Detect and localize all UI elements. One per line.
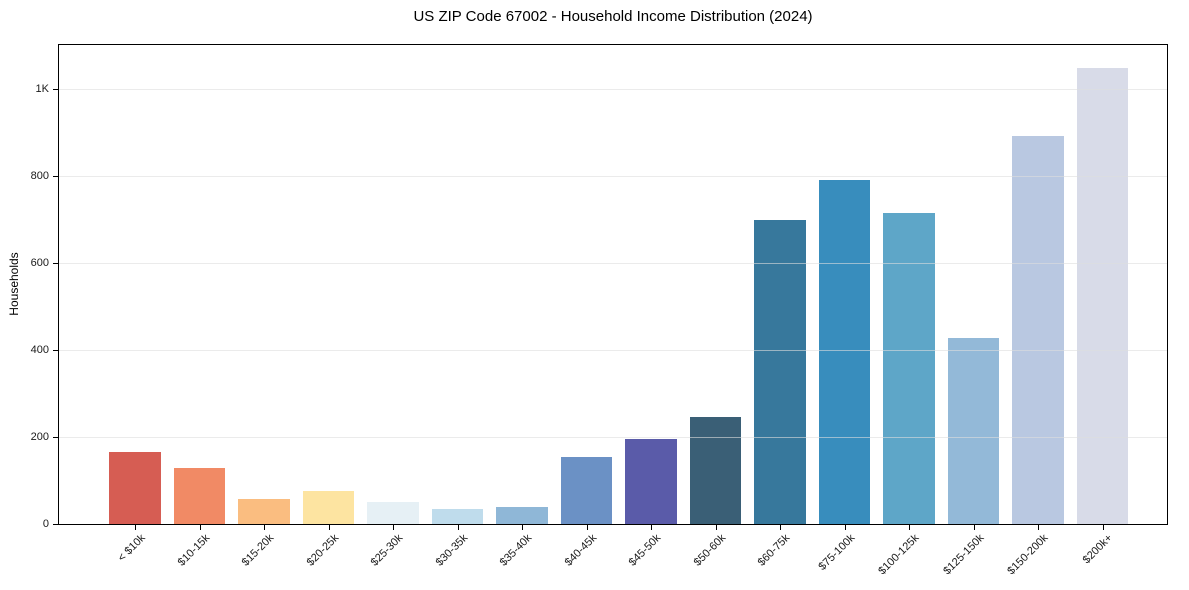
x-tick — [715, 525, 717, 530]
x-tick — [328, 525, 330, 530]
y-tick-label: 0 — [42, 518, 49, 530]
x-tick-label: $200k+ — [1080, 532, 1115, 567]
x-tick-label: $150-200k — [1005, 532, 1051, 578]
y-tick — [53, 350, 58, 352]
x-tick — [1102, 525, 1104, 530]
x-tick — [651, 525, 652, 530]
gridline-1K — [59, 89, 1167, 91]
y-tick — [53, 437, 58, 439]
x-tick-label: $60-75k — [755, 532, 793, 569]
x-tick — [522, 525, 523, 530]
x-tick-label: $10-15k — [175, 532, 212, 569]
y-tick — [53, 524, 58, 525]
y-tick-label: 800 — [30, 170, 49, 183]
bar-$125-150k — [947, 337, 1000, 524]
bar-$60-75k — [754, 220, 806, 524]
bar-$25-30k — [367, 502, 419, 524]
gridline-800 — [59, 176, 1167, 178]
bar-$75-100k — [818, 180, 871, 524]
x-tick-label: $50-60k — [691, 532, 728, 569]
x-tick — [1038, 525, 1039, 530]
gridline-600 — [59, 263, 1167, 265]
y-tick — [53, 176, 58, 178]
bar-$40-45k — [560, 456, 613, 524]
bar-$15-20k — [238, 498, 290, 524]
bar-$50-60k — [689, 417, 742, 524]
x-tick-label: $15-20k — [239, 532, 277, 569]
x-tick — [393, 525, 394, 530]
x-tick — [199, 525, 201, 530]
x-tick-label: $30-35k — [433, 532, 470, 569]
x-tick — [457, 525, 459, 530]
bar-$10-15k — [173, 468, 226, 524]
bar-$150-200k — [1012, 135, 1064, 524]
x-tick-label: $35-40k — [497, 532, 535, 569]
y-tick — [53, 263, 58, 265]
bar-< $10k — [109, 452, 161, 524]
x-tick — [264, 525, 265, 530]
bar-$30-35k — [431, 508, 484, 524]
y-tick — [53, 89, 58, 91]
gridline-400 — [59, 350, 1167, 352]
y-tick-label: 400 — [30, 344, 49, 357]
x-tick — [586, 525, 588, 530]
x-tick-label: $25-30k — [368, 532, 406, 569]
x-tick — [135, 525, 136, 530]
bar-$200k+ — [1076, 68, 1129, 524]
chart-title: US ZIP Code 67002 - Household Income Dis… — [413, 8, 813, 25]
bar-$20-25k — [302, 491, 355, 524]
y-tick-label: 1K — [35, 83, 49, 96]
x-tick — [844, 525, 846, 530]
y-tick-label: 600 — [30, 257, 49, 270]
bar-$100-125k — [883, 213, 935, 524]
x-tick-label: $75-100k — [816, 532, 857, 573]
x-tick — [973, 525, 975, 530]
plot-area — [58, 44, 1168, 525]
x-tick-label: $20-25k — [304, 532, 341, 569]
x-tick-label: $45-50k — [626, 532, 664, 569]
x-tick-label: $100-125k — [876, 532, 922, 578]
x-tick-label: $125-150k — [940, 532, 986, 578]
x-tick — [909, 525, 910, 530]
bar-$35-40k — [496, 507, 548, 524]
x-tick — [780, 525, 781, 530]
gridline-200 — [59, 437, 1167, 439]
bar-$45-50k — [625, 439, 677, 524]
y-tick-label: 200 — [30, 431, 49, 444]
x-tick-label: < $10k — [115, 532, 148, 565]
x-tick-label: $40-45k — [562, 532, 599, 569]
